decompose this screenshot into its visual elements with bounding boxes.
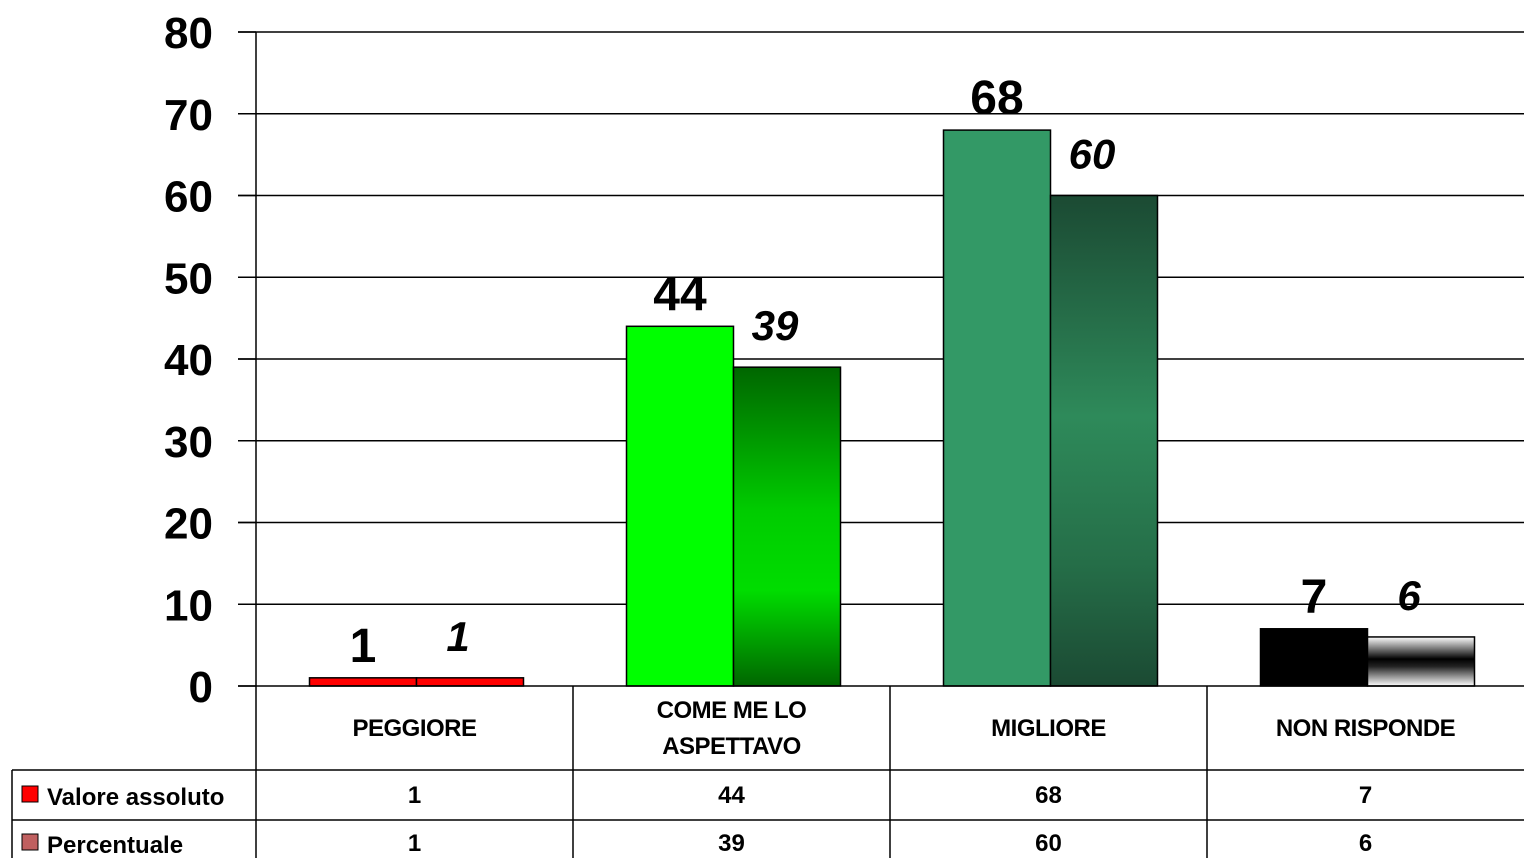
legend-label: Valore assoluto <box>47 784 224 811</box>
data-label-percentuale: 60 <box>1069 131 1116 178</box>
y-tick-label: 80 <box>164 9 213 58</box>
data-label-valore-assoluto: 7 <box>1301 571 1328 624</box>
data-label-valore-assoluto: 44 <box>653 268 707 321</box>
bar-percentuale <box>1366 636 1476 687</box>
table-cell-value: 68 <box>1035 782 1062 809</box>
x-tick-label: COME ME LO <box>657 697 807 724</box>
x-tick-label: NON RISPONDE <box>1276 715 1456 742</box>
x-tick-label: MIGLIORE <box>991 715 1106 742</box>
bar-valore-assoluto <box>942 129 1052 687</box>
data-label-percentuale: 39 <box>752 302 799 349</box>
data-label-valore-assoluto: 68 <box>970 72 1023 125</box>
y-tick-label: 20 <box>164 500 213 549</box>
bar-percentuale <box>415 677 525 687</box>
bars <box>308 129 1476 687</box>
table-cell-value: 39 <box>718 830 745 857</box>
legend-key <box>21 785 39 803</box>
table-cell-value: 60 <box>1035 830 1062 857</box>
bar-valore-assoluto <box>1259 628 1369 687</box>
legend-label: Percentuale <box>47 832 183 858</box>
data-table: PEGGIORE COME ME LO ASPETTAVO MIGLIORE NON R… <box>11 686 1524 858</box>
table-cell-value: 44 <box>718 782 745 809</box>
x-tick-label: ASPETTAVO <box>662 733 801 760</box>
bar-valore-assoluto <box>625 325 735 687</box>
bar-percentuale <box>1049 194 1159 687</box>
y-tick-label: 70 <box>164 91 213 140</box>
gridlines <box>238 31 1524 605</box>
table-cell-value: 1 <box>408 830 421 857</box>
legend-key <box>21 833 39 851</box>
value-labels: 1 1 44 39 68 60 7 6 <box>350 72 1422 673</box>
axes: 0 10 20 30 40 50 60 70 80 <box>164 9 1524 858</box>
table-cell-value: 1 <box>408 782 421 809</box>
x-tick-label: PEGGIORE <box>352 715 477 742</box>
data-label-valore-assoluto: 1 <box>350 620 377 673</box>
data-label-percentuale: 6 <box>1397 572 1421 619</box>
y-tick-label: 50 <box>164 254 213 303</box>
data-label-percentuale: 1 <box>446 613 469 660</box>
bar-valore-assoluto <box>308 677 418 687</box>
y-tick-label: 0 <box>189 663 213 712</box>
y-tick-label: 10 <box>164 581 213 630</box>
bar-percentuale <box>732 366 842 687</box>
y-tick-label: 30 <box>164 418 213 467</box>
table-cell-value: 6 <box>1359 830 1372 857</box>
y-tick-label: 40 <box>164 336 213 385</box>
y-tick-label: 60 <box>164 173 213 222</box>
table-cell-value: 7 <box>1359 782 1372 809</box>
